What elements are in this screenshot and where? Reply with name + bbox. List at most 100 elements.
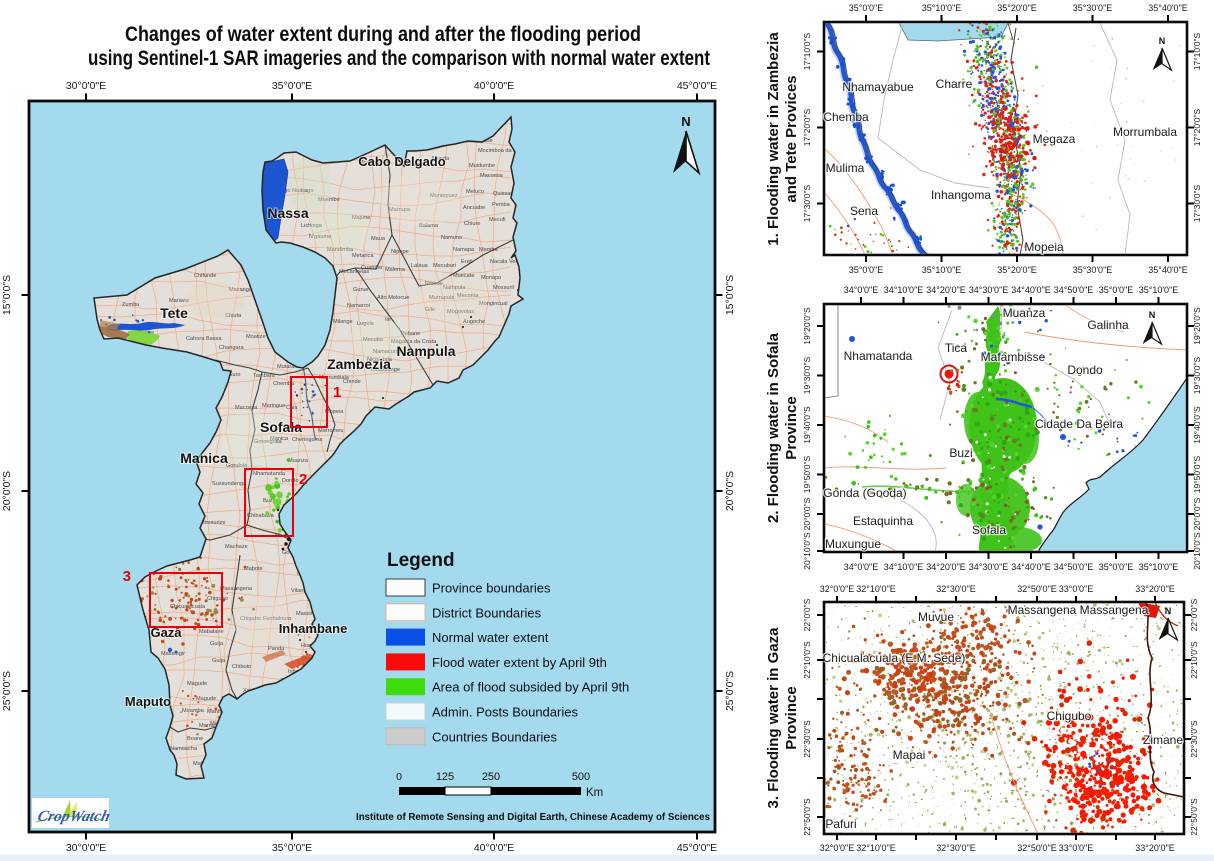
svg-text:Gonda (Gooda): Gonda (Gooda): [823, 486, 906, 500]
svg-text:15°0'0"S: 15°0'0"S: [724, 275, 736, 315]
svg-text:Tete: Tete: [160, 305, 188, 321]
svg-text:34°0'0"E: 34°0'0"E: [844, 285, 879, 295]
svg-text:Vilanculos: Vilanculos: [291, 588, 317, 594]
svg-text:Nassa: Nassa: [267, 205, 308, 221]
svg-text:34°10'0"E: 34°10'0"E: [884, 285, 924, 295]
svg-text:Chiure: Chiure: [464, 221, 480, 227]
svg-text:Chibuto: Chibuto: [232, 664, 251, 670]
svg-text:Mecuburi: Mecuburi: [433, 263, 456, 269]
svg-text:35°20'0"E: 35°20'0"E: [997, 3, 1037, 13]
svg-text:Normal water extent: Normal water extent: [432, 630, 549, 645]
svg-text:250: 250: [482, 771, 500, 783]
svg-text:Legend: Legend: [387, 550, 455, 571]
svg-text:Mavago: Mavago: [359, 160, 379, 166]
svg-text:Metula: Metula: [404, 162, 422, 168]
svg-text:35°0'0"E: 35°0'0"E: [849, 3, 884, 13]
svg-text:Caia: Caia: [286, 405, 298, 411]
svg-text:35°0'0"E: 35°0'0"E: [272, 842, 312, 854]
svg-text:Zumbu: Zumbu: [122, 302, 139, 308]
svg-text:Pebane: Pebane: [401, 331, 420, 337]
svg-text:Cidade Da Beira: Cidade Da Beira: [1035, 417, 1123, 431]
svg-text:Moamba: Moamba: [182, 708, 205, 714]
svg-text:Lalaua: Lalaua: [411, 263, 429, 269]
svg-text:Megaza: Megaza: [1033, 132, 1076, 146]
svg-text:Chicualacuala (E.M. Sede): Chicualacuala (E.M. Sede): [823, 651, 966, 665]
svg-text:Metarica: Metarica: [352, 253, 374, 259]
svg-text:Namarroi: Namarroi: [347, 303, 370, 309]
svg-text:35°0'0"E: 35°0'0"E: [272, 80, 312, 92]
svg-text:Muvue: Muvue: [918, 610, 954, 624]
svg-text:Mossuril: Mossuril: [493, 285, 514, 291]
svg-text:Namaacha: Namaacha: [170, 746, 198, 752]
svg-text:Morrumbala: Morrumbala: [319, 375, 350, 381]
svg-text:Memba: Memba: [479, 247, 499, 253]
svg-text:32°50'0"E: 32°50'0"E: [1017, 584, 1057, 594]
svg-text:Macanga: Macanga: [229, 287, 253, 293]
svg-text:19°30'0"S: 19°30'0"S: [802, 357, 812, 395]
svg-text:Namacurra: Namacurra: [373, 349, 402, 355]
svg-text:33°0'0"E: 33°0'0"E: [1059, 584, 1094, 594]
svg-text:3: 3: [123, 568, 131, 585]
svg-text:Chibabava: Chibabava: [247, 513, 275, 519]
svg-text:22°50'0"S: 22°50'0"S: [802, 798, 812, 836]
svg-text:Pemba: Pemba: [492, 202, 511, 208]
svg-text:Guija: Guija: [210, 641, 224, 647]
svg-text:30°0'0"E: 30°0'0"E: [66, 80, 106, 92]
svg-text:Chigubo: Chigubo: [1047, 709, 1092, 723]
svg-text:Mabalane: Mabalane: [199, 629, 224, 635]
svg-text:Province boundaries: Province boundaries: [432, 581, 551, 596]
svg-text:Muidumbe: Muidumbe: [469, 163, 495, 169]
svg-text:30°0'0"E: 30°0'0"E: [66, 842, 106, 854]
svg-text:Institute of Remote Sensing an: Institute of Remote Sensing and Digital …: [356, 812, 710, 823]
svg-text:Dondo: Dondo: [1067, 363, 1103, 377]
svg-text:using Sentinel-1 SAR imageries: using Sentinel-1 SAR imageries and the c…: [88, 47, 710, 70]
svg-text:34°0'0"E: 34°0'0"E: [844, 562, 879, 572]
svg-text:34°30'0"E: 34°30'0"E: [969, 285, 1009, 295]
svg-text:22°0'0"S: 22°0'0"S: [1189, 598, 1199, 631]
svg-text:Mutarara: Mutarara: [277, 364, 300, 370]
svg-text:Namuno: Namuno: [441, 235, 462, 241]
svg-text:3. Flooding water in Gaza: 3. Flooding water in Gaza: [765, 627, 782, 809]
svg-text:Zambezia: Zambezia: [327, 356, 391, 372]
svg-text:45°0'0"E: 45°0'0"E: [677, 80, 717, 92]
svg-text:Muembe: Muembe: [318, 197, 340, 203]
svg-text:Mafambisse: Mafambisse: [981, 350, 1046, 364]
svg-text:Muanza: Muanza: [288, 458, 309, 464]
svg-text:Gile: Gile: [425, 307, 435, 313]
svg-text:19°20'0"S: 19°20'0"S: [802, 307, 812, 345]
svg-text:Tica: Tica: [945, 341, 968, 355]
svg-text:17°30'0"S: 17°30'0"S: [1192, 185, 1202, 223]
svg-text:District Boundaries: District Boundaries: [432, 605, 542, 620]
svg-text:Guija: Guija: [212, 658, 226, 664]
svg-text:Cuamba: Cuamba: [361, 265, 383, 271]
svg-text:Ribaue: Ribaue: [425, 281, 443, 287]
svg-text:35°40'0"E: 35°40'0"E: [1148, 265, 1188, 275]
svg-text:Gaza: Gaza: [150, 625, 182, 640]
svg-text:500: 500: [572, 771, 590, 783]
svg-text:Lichinga: Lichinga: [301, 223, 323, 229]
svg-text:Alto Molocue: Alto Molocue: [377, 295, 409, 301]
svg-text:2. Flooding water in Sofala: 2. Flooding water in Sofala: [765, 332, 782, 523]
svg-text:Dondo: Dondo: [282, 478, 298, 484]
svg-text:Flood water extent by April 9t: Flood water extent by April 9th: [432, 655, 607, 670]
svg-text:1. Flooding water in Zambezia: 1. Flooding water in Zambezia: [765, 32, 782, 246]
svg-text:Mopeia: Mopeia: [325, 409, 344, 415]
svg-text:Nampula: Nampula: [396, 343, 455, 359]
svg-text:Mabote: Mabote: [244, 566, 263, 572]
svg-text:35°30'0"E: 35°30'0"E: [1073, 3, 1113, 13]
svg-text:Balama: Balama: [419, 223, 439, 229]
svg-text:32°10'0"E: 32°10'0"E: [856, 584, 896, 594]
svg-text:Galinha: Galinha: [1087, 318, 1129, 332]
svg-text:35°10'0"E: 35°10'0"E: [922, 3, 962, 13]
svg-text:17°10'0"S: 17°10'0"S: [1192, 33, 1202, 71]
svg-text:19°40'0"S: 19°40'0"S: [802, 406, 812, 444]
svg-text:Malema: Malema: [385, 267, 406, 273]
svg-text:Nicoadala: Nicoadala: [367, 357, 393, 363]
svg-text:20°0'0"S: 20°0'0"S: [1, 471, 13, 511]
svg-text:Charre: Charre: [936, 77, 973, 91]
svg-text:Manica: Manica: [180, 450, 228, 466]
svg-text:Ancuabe: Ancuabe: [463, 205, 485, 211]
svg-text:17°10'0"S: 17°10'0"S: [802, 33, 812, 71]
svg-text:20°0'0"S: 20°0'0"S: [802, 497, 812, 530]
svg-text:Mecanhelas: Mecanhelas: [339, 269, 369, 275]
